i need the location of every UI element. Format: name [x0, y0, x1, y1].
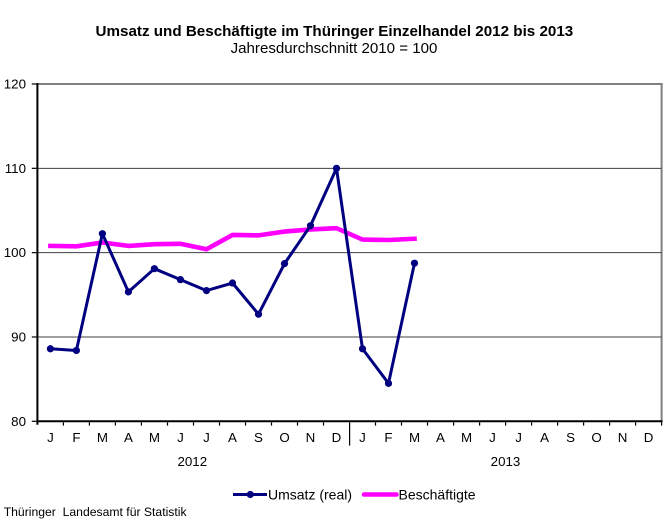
svg-text:J: J [177, 430, 184, 445]
svg-text:O: O [591, 430, 601, 445]
svg-text:N: N [618, 430, 628, 445]
svg-text:J: J [489, 430, 496, 445]
svg-text:S: S [254, 430, 263, 445]
svg-text:Umsatz und Beschäftigte im Thü: Umsatz und Beschäftigte im Thüringer Ein… [96, 23, 574, 40]
svg-text:M: M [149, 430, 160, 445]
svg-text:A: A [540, 430, 549, 445]
svg-text:2013: 2013 [491, 454, 521, 469]
svg-text:80: 80 [11, 414, 26, 429]
svg-text:D: D [644, 430, 654, 445]
svg-text:J: J [359, 430, 366, 445]
svg-text:F: F [384, 430, 392, 445]
svg-text:Jahresdurchschnitt 2010 = 100: Jahresdurchschnitt 2010 = 100 [231, 40, 438, 57]
svg-text:M: M [97, 430, 108, 445]
svg-text:J: J [515, 430, 522, 445]
svg-text:J: J [203, 430, 210, 445]
svg-text:Beschäftigte: Beschäftigte [399, 486, 476, 502]
svg-text:A: A [228, 430, 237, 445]
svg-text:90: 90 [11, 330, 26, 345]
svg-text:N: N [306, 430, 316, 445]
svg-text:M: M [409, 430, 420, 445]
svg-text:110: 110 [5, 161, 26, 176]
svg-text:M: M [461, 430, 472, 445]
svg-text:J: J [47, 430, 54, 445]
svg-text:Umsatz (real): Umsatz (real) [268, 486, 352, 502]
svg-text:A: A [436, 430, 445, 445]
svg-text:100: 100 [4, 245, 26, 260]
svg-text:D: D [332, 430, 342, 445]
svg-text:A: A [124, 430, 133, 445]
svg-text:S: S [566, 430, 575, 445]
svg-text:O: O [279, 430, 289, 445]
svg-text:F: F [72, 430, 80, 445]
svg-text:Thüringer Landesamt für Stati: Thüringer Landesamt für Statistik [4, 505, 188, 519]
svg-text:120: 120 [4, 77, 26, 92]
svg-text:2012: 2012 [177, 454, 207, 469]
